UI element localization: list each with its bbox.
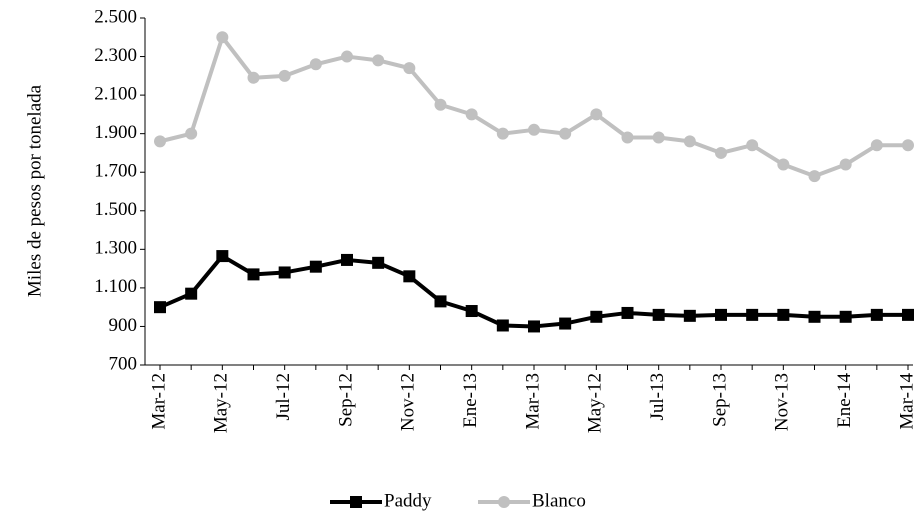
- marker: [590, 108, 603, 121]
- marker: [777, 308, 790, 321]
- marker: [309, 58, 322, 71]
- marker: [528, 320, 540, 333]
- marker: [278, 266, 291, 279]
- marker: [341, 253, 353, 266]
- marker: [559, 127, 572, 140]
- y-tick-label: 1.300: [94, 238, 137, 259]
- y-tick-label: 1.700: [94, 161, 137, 182]
- y-axis-label: Miles de pesos por tonelada: [24, 84, 45, 297]
- marker: [839, 310, 852, 323]
- marker: [403, 270, 416, 283]
- marker: [902, 308, 914, 321]
- marker: [902, 139, 914, 152]
- marker: [808, 170, 821, 183]
- y-tick-label: 2.300: [94, 45, 137, 66]
- marker: [621, 306, 634, 319]
- x-tick-label: Mar-13: [522, 373, 543, 430]
- x-tick-label: Jul-12: [273, 373, 294, 421]
- marker: [496, 127, 509, 140]
- x-tick-label: Ene-14: [834, 373, 855, 428]
- marker: [496, 319, 509, 332]
- marker: [372, 54, 385, 67]
- marker: [746, 139, 759, 152]
- marker: [247, 268, 260, 281]
- legend-label: Blanco: [532, 490, 586, 511]
- marker: [434, 295, 447, 308]
- marker: [185, 287, 198, 300]
- marker: [247, 71, 260, 84]
- marker: [309, 260, 322, 273]
- marker: [683, 309, 696, 322]
- marker: [777, 158, 790, 171]
- y-tick-label: 2.500: [94, 6, 137, 27]
- marker: [808, 310, 821, 323]
- y-tick-label: 700: [109, 353, 138, 374]
- marker: [528, 123, 540, 136]
- marker: [621, 131, 634, 144]
- y-tick-label: 1.500: [94, 199, 137, 220]
- marker: [839, 158, 852, 171]
- marker: [465, 108, 478, 121]
- x-tick-label: May-12: [585, 373, 606, 433]
- x-tick-label: May-12: [211, 373, 232, 433]
- marker: [715, 146, 727, 159]
- marker: [216, 31, 229, 44]
- legend-label: Paddy: [384, 490, 432, 511]
- x-tick-label: Nov-12: [398, 373, 419, 431]
- x-tick-label: Jul-13: [647, 373, 668, 421]
- marker: [154, 301, 166, 314]
- marker: [434, 98, 447, 111]
- y-tick-label: 2.100: [94, 83, 137, 104]
- marker: [350, 496, 362, 508]
- y-tick-label: 1.900: [94, 122, 137, 143]
- marker: [278, 69, 291, 82]
- marker: [559, 317, 572, 330]
- marker: [870, 139, 883, 152]
- marker: [715, 308, 727, 321]
- x-tick-label: Mar-14: [896, 373, 917, 430]
- marker: [652, 308, 665, 321]
- x-tick-label: Sep-12: [335, 373, 356, 427]
- x-tick-label: Sep-13: [709, 373, 730, 427]
- x-tick-label: Nov-13: [772, 373, 793, 431]
- series-line: [159, 254, 908, 329]
- marker: [652, 131, 665, 144]
- marker: [185, 127, 198, 140]
- marker: [465, 305, 478, 318]
- marker: [870, 308, 883, 321]
- marker: [498, 496, 510, 508]
- marker: [683, 135, 696, 148]
- x-tick-label: Mar-12: [148, 373, 169, 430]
- marker: [372, 256, 385, 269]
- marker: [216, 250, 229, 263]
- y-tick-label: 1.100: [94, 276, 137, 297]
- marker: [154, 135, 166, 148]
- y-tick-label: 900: [109, 315, 138, 336]
- marker: [746, 308, 759, 321]
- marker: [403, 62, 416, 75]
- series-line: [159, 35, 908, 179]
- marker: [590, 310, 603, 323]
- marker: [341, 50, 353, 63]
- x-tick-label: Ene-13: [460, 373, 481, 428]
